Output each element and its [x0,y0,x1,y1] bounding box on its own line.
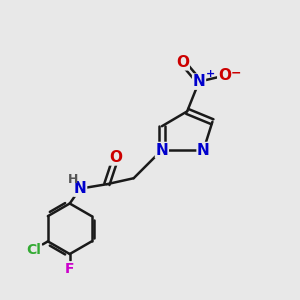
Text: N: N [193,74,206,89]
Text: O: O [176,55,189,70]
Text: N: N [197,142,210,158]
Text: N: N [155,142,168,158]
Text: O: O [109,150,122,165]
Text: N: N [74,181,86,196]
Text: H: H [68,173,78,186]
Text: O: O [218,68,231,83]
Text: F: F [65,262,74,276]
Text: Cl: Cl [26,243,41,256]
Text: +: + [206,69,216,79]
Text: −: − [231,66,242,79]
